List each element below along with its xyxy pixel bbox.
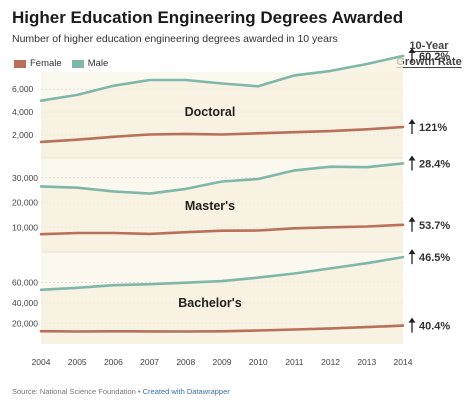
panel-label-bachelor-s: Bachelor's — [178, 296, 241, 310]
growth-rate-male-master-s: 28.4% — [419, 158, 450, 170]
growth-header-line1: 10-Year — [409, 40, 449, 52]
legend-item-male: Male — [71, 58, 109, 69]
legend: Female Male — [14, 58, 118, 69]
y-tick-label-doctoral: 6,000 — [12, 84, 34, 94]
x-tick-label: 2006 — [104, 357, 123, 367]
x-tick-label: 2005 — [68, 357, 87, 367]
area-fill-bachelor-s — [41, 257, 403, 344]
x-tick-label: 2013 — [357, 357, 376, 367]
growth-arrowhead-female-bachelor-s — [408, 317, 416, 323]
y-tick-label-master-s: 30,000 — [12, 173, 38, 183]
legend-label-female: Female — [30, 58, 62, 69]
legend-label-male: Male — [87, 58, 109, 69]
y-tick-label-bachelor-s: 40,000 — [12, 298, 38, 308]
growth-rate-male-doctoral: 60.2% — [419, 51, 450, 63]
chart-title: Higher Education Engineering Degrees Awa… — [12, 8, 404, 27]
growth-arrowhead-female-doctoral — [408, 119, 416, 125]
x-tick-label: 2008 — [176, 357, 195, 367]
footer: Source: National Science Foundation • Cr… — [12, 387, 230, 396]
growth-rate-female-bachelor-s: 40.4% — [419, 321, 450, 333]
area-fill-master-s — [41, 163, 403, 252]
y-tick-label-master-s: 10,000 — [12, 222, 38, 232]
y-tick-label-bachelor-s: 20,000 — [12, 319, 38, 329]
x-tick-label: 2004 — [32, 357, 51, 367]
series-line-female-bachelor-s — [39, 324, 405, 333]
panel-label-master-s: Master's — [185, 199, 235, 213]
x-tick-label: 2009 — [213, 357, 232, 367]
legend-item-female: Female — [14, 58, 62, 69]
legend-swatch-female — [14, 59, 26, 68]
x-tick-label: 2014 — [394, 357, 413, 367]
series-line-male-doctoral — [39, 54, 405, 102]
x-tick-label: 2012 — [321, 357, 340, 367]
growth-arrowhead-male-bachelor-s — [408, 249, 416, 255]
y-tick-label-bachelor-s: 60,000 — [12, 278, 38, 288]
footer-source: Source: National Science Foundation • — [12, 387, 141, 396]
footer-credit-link[interactable]: Created with Datawrapper — [142, 387, 230, 396]
panel-label-doctoral: Doctoral — [185, 105, 236, 119]
series-line-male-bachelor-s — [39, 255, 405, 292]
growth-rate-male-bachelor-s: 46.5% — [419, 252, 450, 264]
growth-arrowhead-male-doctoral — [408, 47, 416, 53]
y-tick-label-master-s: 20,000 — [12, 198, 38, 208]
y-tick-label-doctoral: 2,000 — [12, 130, 34, 140]
x-tick-label: 2007 — [140, 357, 159, 367]
chart-subtitle: Number of higher education engineering d… — [12, 33, 338, 45]
series-line-male-master-s — [39, 162, 405, 195]
growth-rate-female-doctoral: 121% — [419, 122, 447, 134]
legend-swatch-male — [71, 59, 84, 68]
y-tick-label-doctoral: 4,000 — [12, 107, 34, 117]
growth-arrowhead-female-master-s — [408, 216, 416, 222]
growth-arrowhead-male-master-s — [408, 155, 416, 161]
growth-rate-female-master-s: 53.7% — [419, 220, 450, 232]
series-line-female-master-s — [39, 223, 405, 236]
series-line-female-doctoral — [39, 125, 405, 144]
x-tick-label: 2011 — [285, 357, 304, 367]
x-tick-label: 2010 — [249, 357, 268, 367]
